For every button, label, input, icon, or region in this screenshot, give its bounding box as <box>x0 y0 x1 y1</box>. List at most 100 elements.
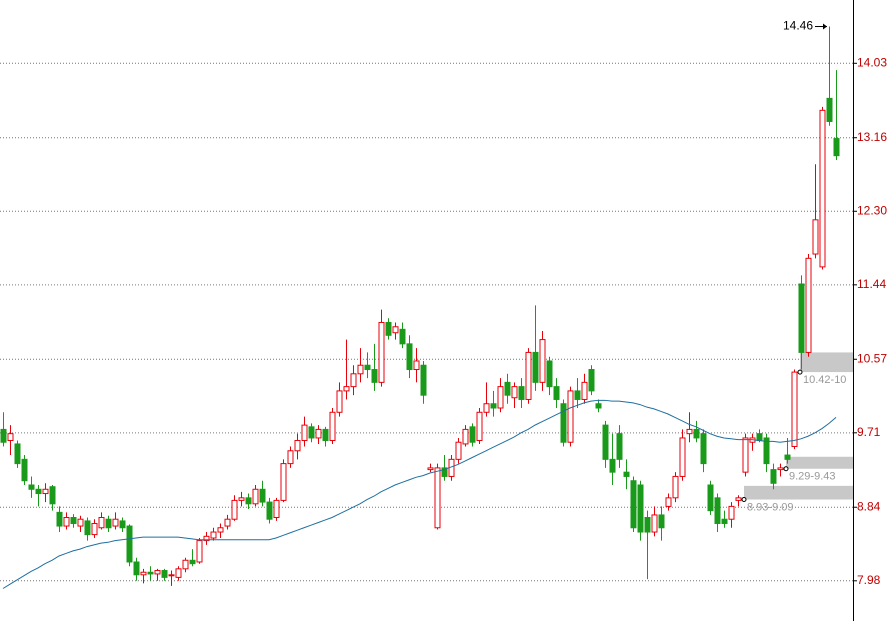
candle-body <box>196 540 203 563</box>
candle-body <box>280 463 287 501</box>
max-arrow-head <box>823 23 827 30</box>
candle-body <box>700 433 707 465</box>
candle-body <box>329 411 336 442</box>
candle-body <box>644 517 651 533</box>
candle-body <box>497 386 504 409</box>
candle-body <box>798 283 805 353</box>
zone-label: 9.29-9.43 <box>789 471 835 483</box>
candle-body <box>714 497 721 524</box>
candle-body <box>623 471 630 477</box>
candle-body <box>231 499 238 520</box>
price-zone <box>744 485 853 500</box>
y-tick-label: 12.30 <box>857 203 887 217</box>
candle-body <box>98 517 105 529</box>
candle-body <box>154 570 161 575</box>
y-tick-label: 13.16 <box>857 130 887 144</box>
candle-body <box>637 484 644 533</box>
candle-body <box>756 433 763 442</box>
candle-body <box>420 364 427 396</box>
candle-body <box>140 571 147 576</box>
candle-body <box>238 497 245 501</box>
candle-body <box>427 467 434 471</box>
candle-body <box>651 514 658 533</box>
zone-label: 8.93-9.09 <box>747 501 793 513</box>
candle-body <box>525 351 532 400</box>
y-tick-label: 10.57 <box>857 351 887 365</box>
candle-body <box>784 454 791 460</box>
candle-body <box>343 386 350 392</box>
zone-label: 10.42-10 <box>803 374 846 386</box>
candle-body <box>476 411 483 442</box>
candle-body <box>791 371 798 448</box>
candle-body <box>336 390 343 413</box>
y-tick-label: 11.44 <box>857 277 886 291</box>
candle-body <box>567 390 574 443</box>
candle-body <box>462 428 469 445</box>
candle-body <box>189 559 196 565</box>
candle-body <box>266 501 273 520</box>
moving-average <box>2 399 837 589</box>
candle-body <box>350 373 357 388</box>
candle-body <box>63 517 70 527</box>
candle-body <box>665 497 672 507</box>
candle-body <box>217 527 224 533</box>
candle-body <box>658 514 665 529</box>
candle-body <box>609 458 616 473</box>
candle-body <box>112 518 119 527</box>
candle-body <box>371 369 378 383</box>
price-zone <box>800 352 853 373</box>
candle-body <box>308 426 315 439</box>
candle-body <box>490 403 497 409</box>
candle-body <box>693 428 700 439</box>
candle-body <box>77 518 84 527</box>
candle-body <box>812 219 819 255</box>
candle-body <box>133 561 140 576</box>
candle-body <box>0 428 7 443</box>
candle-body <box>84 520 91 536</box>
candle-body <box>833 138 840 157</box>
candle-body <box>224 518 231 527</box>
candle-body <box>14 443 21 465</box>
candle-body <box>574 390 581 400</box>
y-tick-label: 9.71 <box>857 425 881 439</box>
candle-body <box>70 517 77 524</box>
candle-body <box>203 535 210 542</box>
candle-body <box>357 364 364 375</box>
candle-body <box>728 505 735 520</box>
candle-body <box>553 386 560 400</box>
candle-body <box>504 381 511 396</box>
candle-body <box>364 364 371 371</box>
candle-body <box>210 531 217 539</box>
candle-body <box>602 424 609 460</box>
candle-body <box>378 321 385 383</box>
candle-body <box>588 369 595 392</box>
max-label: 14.46 <box>783 19 813 33</box>
candle-body <box>518 386 525 400</box>
candle-body <box>28 484 35 490</box>
candle-body <box>560 403 567 443</box>
candle-body <box>777 467 784 471</box>
candle-body <box>315 428 322 439</box>
candle-body <box>413 360 420 371</box>
candle-body <box>161 570 168 578</box>
candle-body <box>469 426 476 443</box>
candle-body <box>826 97 833 122</box>
candle-body <box>42 488 49 495</box>
candle-body <box>770 469 777 484</box>
candle-body <box>322 428 329 442</box>
price-zone <box>786 456 853 469</box>
candle-body <box>91 522 98 536</box>
candle-body <box>595 403 602 409</box>
candle-body <box>392 326 399 334</box>
candle-body <box>175 568 182 578</box>
candle-body <box>49 486 56 505</box>
candle-body <box>735 497 742 501</box>
candle-body <box>21 458 28 482</box>
candle-body <box>686 428 693 435</box>
candle-body <box>805 257 812 353</box>
candle-body <box>441 467 448 477</box>
candle-body <box>742 437 749 473</box>
candle-body <box>301 424 308 442</box>
zone-dot <box>783 466 789 472</box>
candle-body <box>707 484 714 512</box>
